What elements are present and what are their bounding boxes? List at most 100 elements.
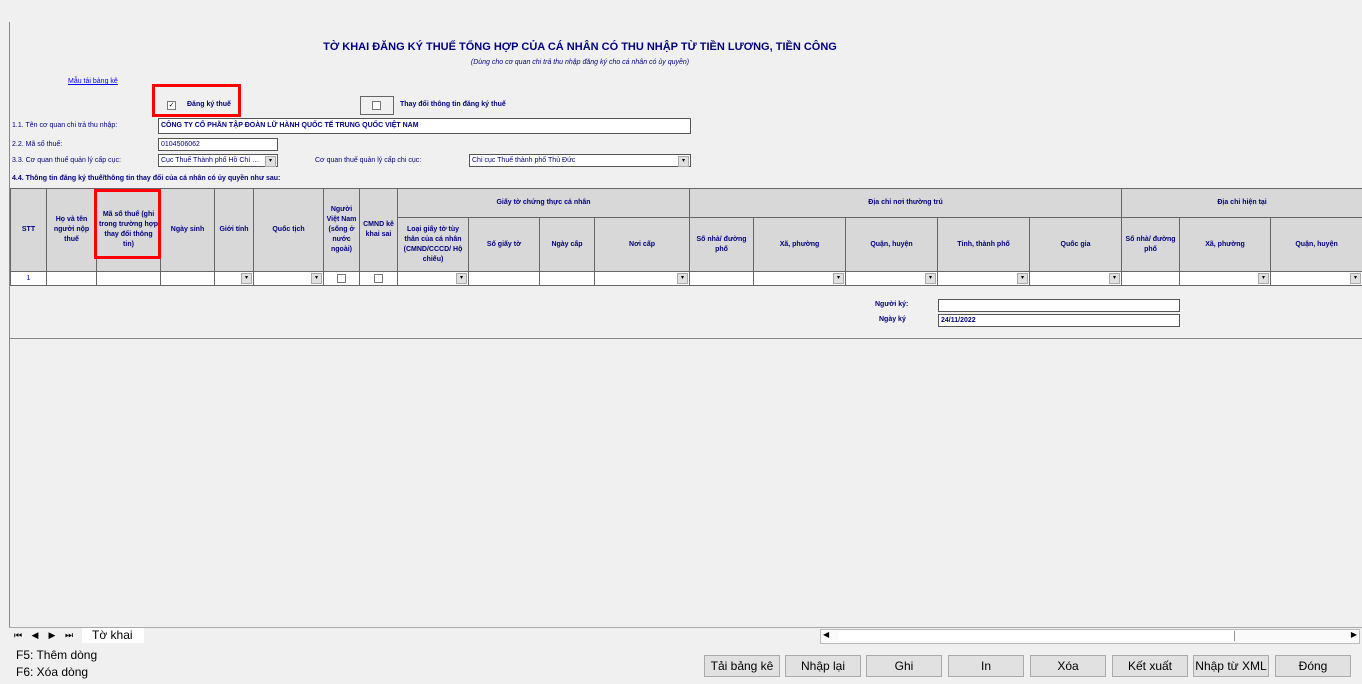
col-header: Giới tính bbox=[214, 188, 254, 272]
export-button[interactable]: Kết xuất bbox=[1112, 655, 1188, 677]
table-cell[interactable] bbox=[689, 271, 755, 286]
table-cell[interactable]: ▾ bbox=[214, 271, 254, 286]
col-header: Ngày sinh bbox=[160, 188, 215, 272]
table-cell: 1 bbox=[10, 271, 47, 286]
col-header: Ngày cấp bbox=[539, 217, 595, 272]
dept-label: 3.3. Cơ quan thuế quản lý cấp cục: bbox=[12, 157, 121, 164]
table-cell[interactable] bbox=[323, 271, 360, 286]
register-checkbox[interactable]: ✓ bbox=[167, 101, 176, 110]
table-cell[interactable]: ▾ bbox=[845, 271, 939, 286]
table-cell[interactable] bbox=[539, 271, 595, 286]
col-header: Quận, huyện bbox=[845, 217, 939, 272]
signer-label: Người ký: bbox=[875, 301, 909, 308]
table-cell[interactable]: ▾ bbox=[753, 271, 847, 286]
branch-select[interactable]: Chi cục Thuế thành phố Thủ Đức ▾ bbox=[469, 154, 691, 167]
highlight-tax-id-column bbox=[94, 189, 161, 259]
col-header: Số nhà/ đường phố bbox=[1121, 217, 1181, 272]
dept-value: Cục Thuế Thành phố Hồ Chí Minh bbox=[161, 157, 264, 164]
group-header-permanent: Địa chỉ nơi thường trú bbox=[689, 188, 1123, 218]
checkbox[interactable] bbox=[374, 274, 383, 283]
table-cell[interactable]: ▾ bbox=[253, 271, 324, 286]
col-header: Tỉnh, thành phố bbox=[937, 217, 1031, 272]
chevron-down-icon[interactable]: ▾ bbox=[1350, 273, 1362, 284]
table-cell[interactable] bbox=[1121, 271, 1181, 286]
group-header-docs: Giấy tờ chứng thực cá nhân bbox=[396, 188, 691, 218]
tax-id-input[interactable]: 0104506062 bbox=[158, 138, 278, 151]
table-cell[interactable]: ▾ bbox=[593, 271, 691, 286]
prev-sheet-icon[interactable]: ◀ bbox=[31, 630, 39, 640]
chevron-down-icon[interactable]: ▾ bbox=[677, 273, 689, 284]
col-header: Loại giấy tờ tùy thân của cá nhân (CMND/… bbox=[397, 217, 469, 272]
signer-input[interactable] bbox=[938, 299, 1180, 312]
branch-label: Cơ quan thuế quản lý cấp chi cục: bbox=[315, 157, 422, 164]
dept-select[interactable]: Cục Thuế Thành phố Hồ Chí Minh ▾ bbox=[158, 154, 278, 167]
sheet-tab[interactable]: Tờ khai bbox=[82, 628, 144, 643]
form-subtitle: (Dùng cho cơ quan chi trả thu nhập đăng … bbox=[470, 59, 690, 66]
table-cell[interactable]: ▾ bbox=[397, 271, 469, 286]
col-header: Quận, huyện bbox=[1270, 217, 1362, 272]
reset-button[interactable]: Nhập lại bbox=[785, 655, 861, 677]
header-row-2: Loại giấy tờ tùy thân của cá nhân (CMND/… bbox=[11, 217, 1362, 272]
template-link[interactable]: Mẫu tải bảng kê bbox=[68, 78, 118, 85]
col-header: CMND kê khai sai bbox=[359, 188, 398, 272]
table-cell[interactable]: ▾ bbox=[1029, 271, 1123, 286]
checkbox[interactable] bbox=[337, 274, 346, 283]
print-button[interactable]: In bbox=[948, 655, 1024, 677]
table-cell[interactable] bbox=[468, 271, 540, 286]
branch-value: Chi cục Thuế thành phố Thủ Đức bbox=[472, 157, 576, 164]
col-header: Số nhà/ đường phố bbox=[689, 217, 755, 272]
registration-table: STT Họ và tên người nộp thuế Mã số thuế … bbox=[10, 188, 1362, 286]
chevron-down-icon[interactable]: ▾ bbox=[1017, 273, 1029, 284]
change-checkbox[interactable] bbox=[372, 101, 381, 110]
table-cell[interactable]: ▾ bbox=[937, 271, 1031, 286]
col-header: Người Việt Nam (sống ở nước ngoài) bbox=[323, 188, 360, 272]
payer-input[interactable]: CÔNG TY CỔ PHẦN TẬP ĐOÀN LỮ HÀNH QUỐC TẾ… bbox=[158, 118, 691, 134]
chevron-down-icon[interactable]: ▾ bbox=[833, 273, 845, 284]
next-sheet-icon[interactable]: ▶ bbox=[48, 630, 56, 640]
chevron-down-icon[interactable]: ▾ bbox=[265, 156, 276, 167]
col-header: Quốc gia bbox=[1029, 217, 1123, 272]
close-button[interactable]: Đóng bbox=[1275, 655, 1351, 677]
chevron-down-icon[interactable]: ▾ bbox=[1109, 273, 1121, 284]
form-title: TỜ KHAI ĐĂNG KÝ THUẾ TỔNG HỢP CỦA CÁ NHÂ… bbox=[323, 41, 837, 53]
change-label: Thay đổi thông tin đăng ký thuế bbox=[400, 101, 506, 108]
date-label: Ngày ký bbox=[879, 316, 906, 323]
col-header: Xã, phường bbox=[753, 217, 847, 272]
scroll-left-icon[interactable]: ◀ bbox=[823, 630, 830, 639]
save-button[interactable]: Ghi bbox=[866, 655, 942, 677]
chevron-down-icon[interactable]: ▾ bbox=[311, 273, 322, 284]
chevron-down-icon[interactable]: ▾ bbox=[925, 273, 937, 284]
horizontal-scrollbar[interactable]: ◀ ▶ bbox=[820, 629, 1360, 644]
last-sheet-icon[interactable]: ⏭ bbox=[64, 630, 74, 640]
table-cell[interactable] bbox=[160, 271, 215, 286]
chevron-down-icon[interactable]: ▾ bbox=[1258, 273, 1270, 284]
col-header: Số giấy tờ bbox=[468, 217, 540, 272]
table-cell[interactable] bbox=[96, 271, 161, 286]
first-sheet-icon[interactable]: ⏮ bbox=[13, 630, 23, 640]
group-header-current: Địa chỉ hiện tại bbox=[1121, 188, 1362, 218]
scroll-right-icon[interactable]: ▶ bbox=[1350, 630, 1357, 639]
col-header: STT bbox=[10, 188, 47, 272]
payer-label: 1.1. Tên cơ quan chi trả thu nhập: bbox=[12, 122, 118, 129]
tax-id-label: 2.2. Mã số thuế: bbox=[12, 141, 63, 148]
header-row-1: STT Họ và tên người nộp thuế Mã số thuế … bbox=[10, 188, 1362, 272]
table-cell[interactable]: ▾ bbox=[1179, 271, 1272, 286]
chevron-down-icon[interactable]: ▾ bbox=[678, 156, 689, 167]
register-label: Đăng ký thuế bbox=[187, 101, 231, 108]
shortcut-delete-row: F6: Xóa dòng bbox=[16, 665, 89, 679]
table-cell[interactable]: ▾ bbox=[1270, 271, 1362, 286]
delete-button[interactable]: Xóa bbox=[1030, 655, 1106, 677]
highlight-register bbox=[152, 84, 241, 117]
table-cell[interactable] bbox=[359, 271, 398, 286]
load-list-button[interactable]: Tải bảng kê bbox=[704, 655, 780, 677]
shortcut-add-row: F5: Thêm dòng bbox=[16, 648, 98, 662]
info-label: 4.4. Thông tin đăng ký thuế/thông tin th… bbox=[12, 175, 281, 182]
date-input[interactable]: 24/11/2022 bbox=[938, 314, 1180, 327]
import-xml-button[interactable]: Nhập từ XML bbox=[1193, 655, 1269, 677]
chevron-down-icon[interactable]: ▾ bbox=[456, 273, 467, 284]
chevron-down-icon[interactable]: ▾ bbox=[241, 273, 252, 284]
form-sheet: TỜ KHAI ĐĂNG KÝ THUẾ TỔNG HỢP CỦA CÁ NHÂ… bbox=[9, 22, 1362, 627]
col-header: Xã, phường bbox=[1179, 217, 1272, 272]
scrollbar-thumb[interactable] bbox=[839, 631, 1235, 641]
table-cell[interactable] bbox=[46, 271, 97, 286]
